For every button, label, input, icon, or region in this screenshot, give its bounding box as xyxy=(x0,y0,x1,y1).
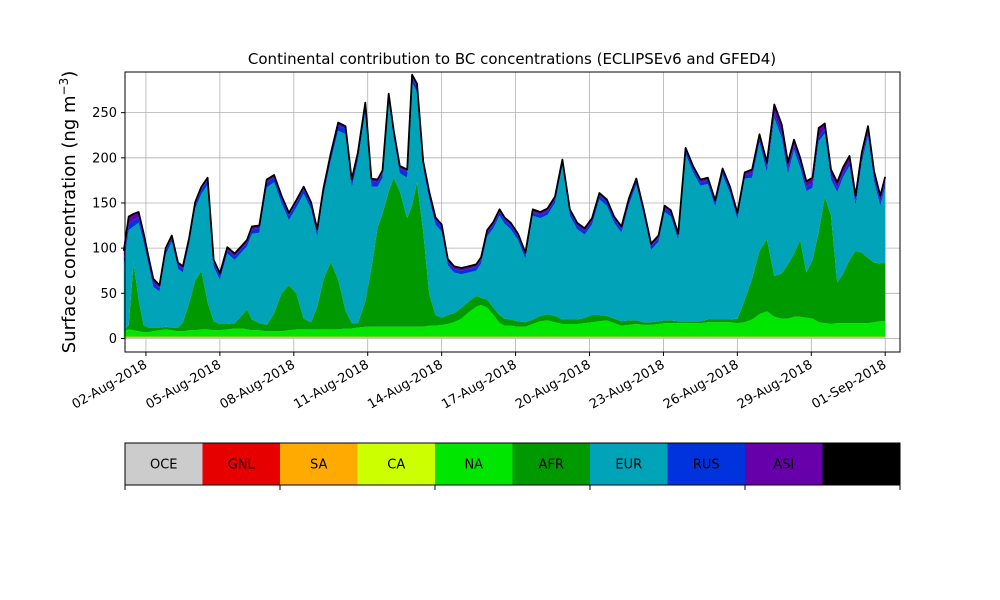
x-tick-label: 11-Aug-2018 xyxy=(291,357,371,412)
area-rus xyxy=(123,77,886,292)
x-tick-label: 29-Aug-2018 xyxy=(735,357,815,412)
legend-label-afr: AFR xyxy=(539,458,564,473)
legend-swatch-na xyxy=(435,443,513,485)
legend-swatch-oce xyxy=(125,443,203,485)
legend-swatch-asi xyxy=(745,443,823,485)
x-tick-label: 01-Sep-2018 xyxy=(809,357,889,412)
y-tick-label: 250 xyxy=(92,106,117,121)
legend-frame xyxy=(124,442,901,486)
legend-label-na: NA xyxy=(464,458,483,473)
legend-swatch-gnl xyxy=(202,443,280,485)
legend-colorbar: OCE GNL SA CA NA AFR EUR RUS ASI AUS xyxy=(124,442,901,490)
legend-label-gnl: GNL xyxy=(228,458,256,473)
legend-label-aus: AUS xyxy=(848,458,875,473)
total-line-layer xyxy=(122,73,887,287)
x-axis-ticks: 02-Aug-201805-Aug-201808-Aug-201811-Aug-… xyxy=(70,352,889,413)
x-tick-label: 02-Aug-2018 xyxy=(70,357,150,412)
x-tick-label: 08-Aug-2018 xyxy=(217,357,297,412)
legend-swatch-rus xyxy=(667,443,745,485)
area-sa xyxy=(123,336,886,338)
x-tick-label: 23-Aug-2018 xyxy=(587,357,667,412)
legend-label-sa: SA xyxy=(310,458,327,473)
total-line xyxy=(122,73,887,287)
area-eur xyxy=(123,82,886,332)
x-tick-label: 05-Aug-2018 xyxy=(144,357,224,412)
legend-swatch-eur xyxy=(590,443,668,485)
y-axis-label-exponent: −3 xyxy=(57,78,71,96)
stacked-areas xyxy=(123,74,886,339)
legend-label-rus: RUS xyxy=(693,458,720,473)
x-tick-label: 26-Aug-2018 xyxy=(661,357,741,412)
y-tick-label: 150 xyxy=(92,196,117,211)
plot-frame xyxy=(124,71,901,353)
legend-swatch-ca xyxy=(357,443,435,485)
legend-label-eur: EUR xyxy=(615,458,642,473)
legend-label-oce: OCE xyxy=(150,458,178,473)
area-na xyxy=(123,305,886,337)
legend-swatch-afr xyxy=(512,443,590,485)
chart-title: Continental contribution to BC concentra… xyxy=(248,50,776,68)
y-tick-label: 0 xyxy=(109,332,117,347)
x-tick-label: 17-Aug-2018 xyxy=(439,357,519,412)
legend-swatch-aus xyxy=(822,443,900,485)
y-axis-label-text: Surface concentration (ng m xyxy=(59,95,80,353)
y-axis-label-close: ) xyxy=(59,71,80,78)
y-tick-label: 200 xyxy=(92,151,117,166)
y-axis-ticks: 0 50 100 150 200 250 xyxy=(92,106,125,347)
y-tick-label: 50 xyxy=(100,287,117,302)
y-axis-label: Surface concentration (ng m−3) xyxy=(57,71,80,354)
legend-label-asi: ASI xyxy=(773,458,794,473)
legend-label-ca: CA xyxy=(387,458,405,473)
x-tick-label: 14-Aug-2018 xyxy=(365,357,445,412)
x-tick-label: 20-Aug-2018 xyxy=(513,357,593,412)
legend-swatch-sa xyxy=(280,443,358,485)
area-oce xyxy=(123,337,886,339)
area-afr xyxy=(123,177,886,333)
y-tick-label: 100 xyxy=(92,242,117,257)
